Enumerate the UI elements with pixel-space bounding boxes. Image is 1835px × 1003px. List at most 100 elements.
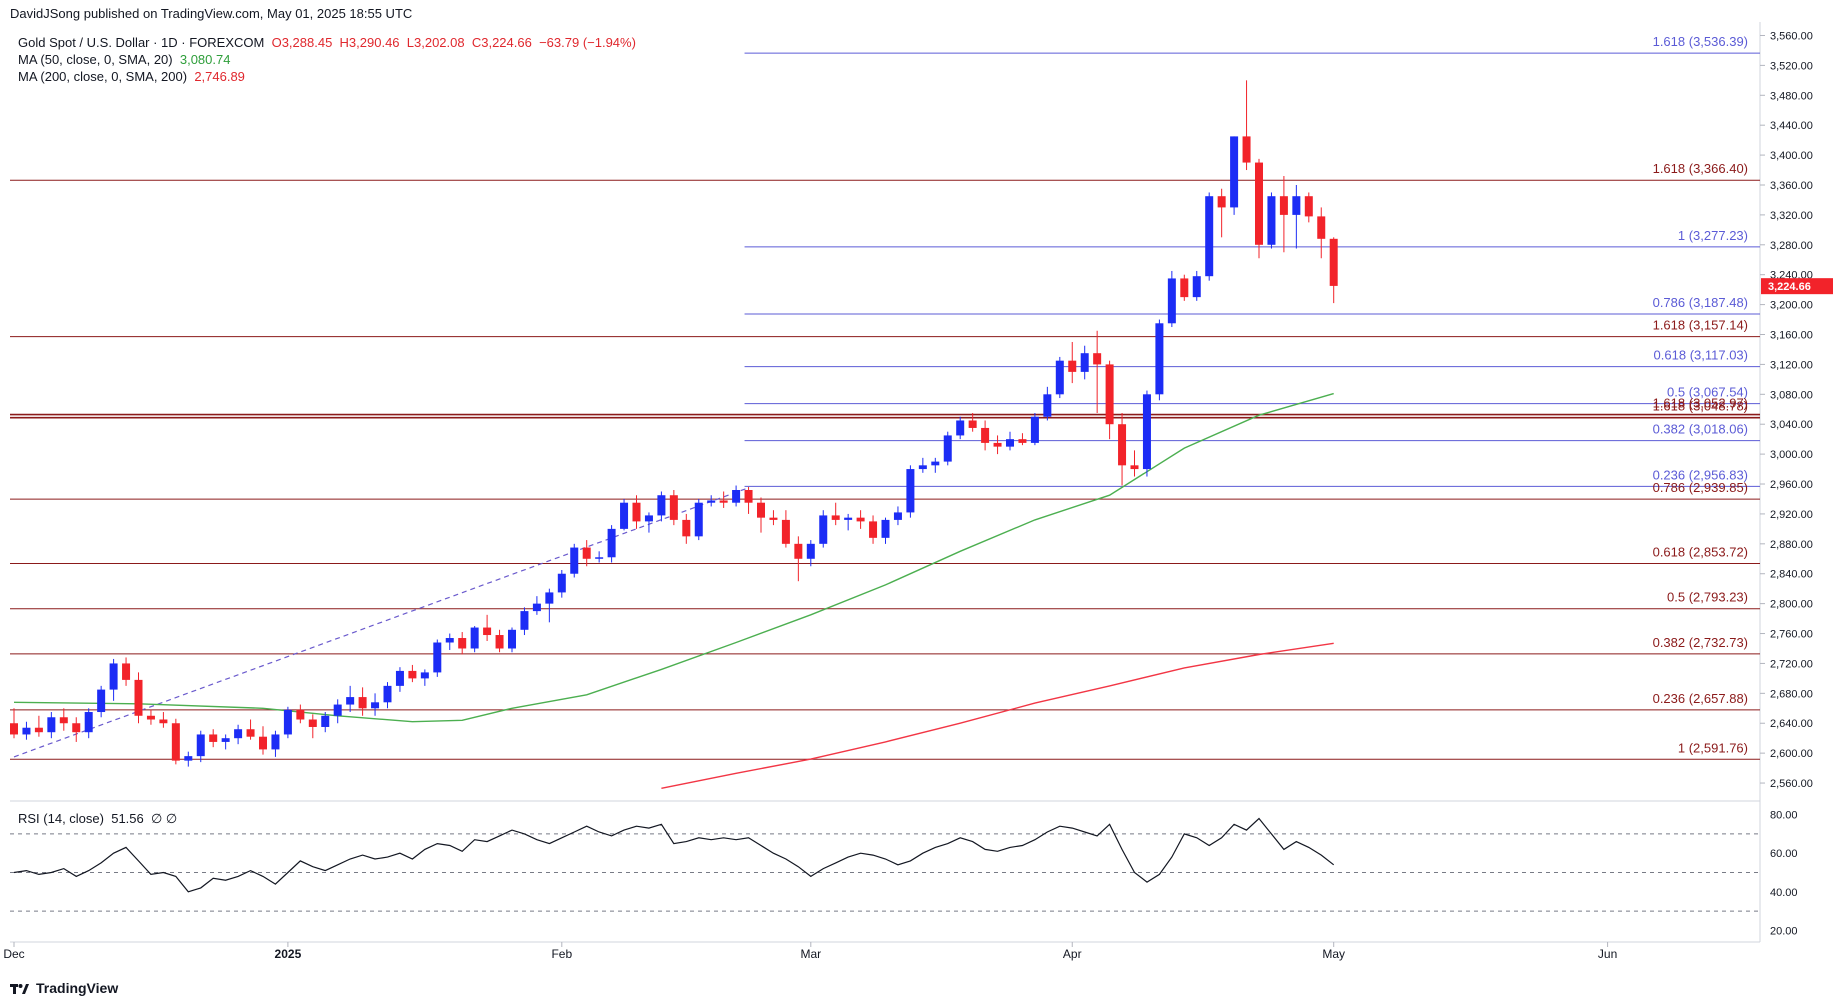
candle-body[interactable] <box>1205 196 1214 277</box>
candle-body[interactable] <box>968 420 977 428</box>
candle-body[interactable] <box>931 461 940 466</box>
candle-body[interactable] <box>308 719 317 727</box>
candle-body[interactable] <box>620 502 629 529</box>
candle-body[interactable] <box>458 638 467 649</box>
candle-body[interactable] <box>1230 136 1239 208</box>
candle-body[interactable] <box>956 420 965 436</box>
candle-body[interactable] <box>1217 196 1226 208</box>
candle-body[interactable] <box>1242 136 1251 163</box>
candle-body[interactable] <box>607 528 616 558</box>
candle-body[interactable] <box>221 738 230 742</box>
candle-body[interactable] <box>34 727 43 733</box>
candle-body[interactable] <box>781 519 790 544</box>
candle-body[interactable] <box>283 709 292 735</box>
candle-body[interactable] <box>1006 439 1014 447</box>
candle-body[interactable] <box>881 519 890 538</box>
candle-body[interactable] <box>122 663 131 680</box>
candle-body[interactable] <box>532 603 541 612</box>
candle-body[interactable] <box>794 543 803 559</box>
candle-body[interactable] <box>1118 424 1127 466</box>
candle-body[interactable] <box>234 729 243 739</box>
candle-body[interactable] <box>1329 238 1338 286</box>
candle-body[interactable] <box>707 500 716 503</box>
candle-body[interactable] <box>644 515 653 522</box>
candle-body[interactable] <box>1167 278 1176 324</box>
candle-body[interactable] <box>981 427 990 443</box>
candle-body[interactable] <box>1192 276 1201 298</box>
candle-body[interactable] <box>1304 196 1313 217</box>
candle-body[interactable] <box>831 515 840 520</box>
candle-body[interactable] <box>1068 360 1077 372</box>
candle-body[interactable] <box>694 502 703 537</box>
candle-body[interactable] <box>408 670 417 679</box>
candle-body[interactable] <box>856 517 865 522</box>
candle-body[interactable] <box>1279 196 1288 215</box>
candle-body[interactable] <box>632 502 641 522</box>
candle-body[interactable] <box>358 697 367 709</box>
candle-body[interactable] <box>869 521 878 538</box>
candle-body[interactable] <box>906 469 915 513</box>
candle-body[interactable] <box>819 515 828 544</box>
candle-body[interactable] <box>420 672 429 679</box>
candle-body[interactable] <box>657 495 666 516</box>
candle-body[interactable] <box>545 592 554 604</box>
candle-body[interactable] <box>993 442 1002 447</box>
candle-body[interactable] <box>1130 465 1139 470</box>
candle-body[interactable] <box>1255 162 1263 245</box>
candle-body[interactable] <box>1043 394 1052 417</box>
candle-body[interactable] <box>520 611 529 630</box>
candle-body[interactable] <box>757 502 765 518</box>
rsi-legend[interactable]: RSI (14, close) 51.56 ∅ ∅ <box>18 811 177 827</box>
candle-body[interactable] <box>146 715 155 720</box>
candle-body[interactable] <box>557 573 566 593</box>
candle-body[interactable] <box>59 717 68 724</box>
candle-body[interactable] <box>1317 216 1326 239</box>
candle-body[interactable] <box>1093 353 1102 365</box>
dashed-trendline[interactable] <box>13 487 749 758</box>
candle-body[interactable] <box>943 435 952 462</box>
candle-body[interactable] <box>395 670 404 686</box>
candle-body[interactable] <box>271 734 280 750</box>
candle-body[interactable] <box>333 704 342 716</box>
candle-body[interactable] <box>1030 416 1039 443</box>
candle-body[interactable] <box>10 723 18 735</box>
candle-body[interactable] <box>321 715 330 727</box>
candle-body[interactable] <box>582 547 591 559</box>
last-price-tag[interactable] <box>1761 278 1833 295</box>
candle-body[interactable] <box>346 697 355 705</box>
candle-body[interactable] <box>184 756 193 761</box>
candle-body[interactable] <box>595 557 604 559</box>
candle-body[interactable] <box>445 638 454 643</box>
candle-body[interactable] <box>47 717 56 733</box>
candle-body[interactable] <box>1105 364 1114 425</box>
candle-body[interactable] <box>844 517 853 520</box>
candle-body[interactable] <box>1267 196 1276 245</box>
tradingview-brand[interactable]: TradingView <box>10 980 118 996</box>
candle-body[interactable] <box>209 734 218 742</box>
candle-body[interactable] <box>159 719 168 724</box>
candle-body[interactable] <box>806 543 815 559</box>
candle-body[interactable] <box>669 495 678 520</box>
candle-body[interactable] <box>470 627 479 649</box>
candle-body[interactable] <box>570 547 579 574</box>
ma200-line[interactable] <box>661 642 1334 789</box>
candle-body[interactable] <box>744 490 753 503</box>
candle-body[interactable] <box>1055 360 1064 395</box>
candle-body[interactable] <box>97 689 106 713</box>
candle-body[interactable] <box>171 723 180 761</box>
candle-body[interactable] <box>371 702 380 709</box>
candle-body[interactable] <box>1142 394 1151 470</box>
ma50-line[interactable] <box>13 392 1334 723</box>
candle-body[interactable] <box>769 517 778 520</box>
candle-body[interactable] <box>196 734 205 757</box>
candle-body[interactable] <box>109 663 118 690</box>
candle-body[interactable] <box>1155 323 1164 395</box>
candle-body[interactable] <box>483 627 492 636</box>
candle-body[interactable] <box>134 679 143 716</box>
candle-body[interactable] <box>84 712 93 733</box>
candle-body[interactable] <box>296 709 305 720</box>
candle-body[interactable] <box>72 723 81 733</box>
candle-body[interactable] <box>495 635 504 649</box>
ma50-row[interactable]: MA (50, close, 0, SMA, 20) 3,080.74 <box>18 51 636 68</box>
